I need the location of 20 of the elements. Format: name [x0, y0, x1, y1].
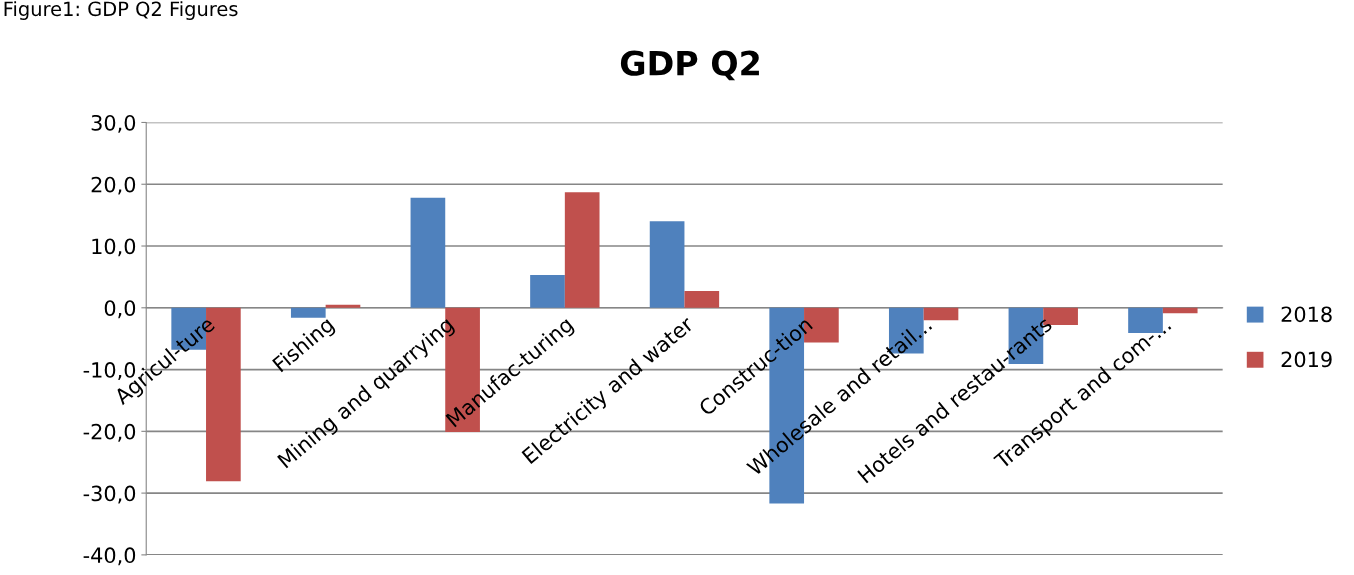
- bar: [530, 275, 565, 308]
- legend-label: 2018: [1281, 306, 1332, 323]
- bar: [325, 304, 361, 308]
- bar: [564, 192, 600, 308]
- caption: Figure1: GDP Q2 Figures: [4, 1, 238, 20]
- legend-label: 2019: [1281, 351, 1332, 368]
- y-tick-label: 10,0: [92, 238, 136, 257]
- bar: [684, 291, 720, 308]
- bar: [1162, 307, 1198, 314]
- bar: [649, 221, 685, 308]
- y-tick-label: 30,0: [91, 114, 136, 133]
- bar: [923, 307, 959, 321]
- y-tick-label: -40,0: [83, 547, 136, 566]
- chart-title: GDP Q2: [620, 50, 759, 81]
- y-tick-label: 0,0: [104, 300, 136, 319]
- bar: [410, 197, 446, 308]
- y-tick-label: -30,0: [83, 485, 136, 504]
- bar: [290, 307, 326, 318]
- y-tick-label: -20,0: [83, 423, 136, 442]
- y-tick-label: 20,0: [91, 176, 136, 195]
